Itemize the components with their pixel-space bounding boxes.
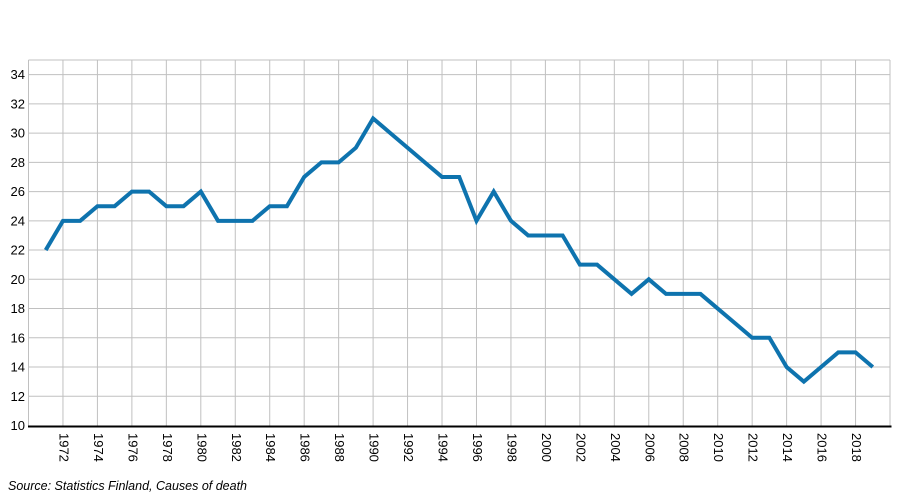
x-tick-label: 1998 — [504, 433, 519, 462]
x-tick-label: 2002 — [573, 433, 588, 462]
y-tick-label: 20 — [11, 272, 25, 287]
y-tick-label: 10 — [11, 418, 25, 433]
x-tick-label: 1984 — [263, 433, 278, 462]
x-tick-label: 2004 — [608, 433, 623, 462]
x-tick-label: 1974 — [91, 433, 106, 462]
x-tick-label: 1996 — [470, 433, 485, 462]
y-tick-label: 30 — [11, 126, 25, 141]
x-tick-label: 2000 — [539, 433, 554, 462]
x-tick-label: 1994 — [436, 433, 451, 462]
y-tick-label: 28 — [11, 155, 25, 170]
y-tick-label: 24 — [11, 213, 25, 228]
x-tick-label: 1972 — [56, 433, 71, 462]
x-tick-label: 1982 — [229, 433, 244, 462]
y-tick-label: 26 — [11, 184, 25, 199]
x-tick-label: 2014 — [780, 433, 795, 462]
data-series-line — [44, 115, 875, 385]
y-tick-label: 34 — [11, 67, 25, 82]
x-tick-label: 1990 — [367, 433, 382, 462]
x-tick-label: 2016 — [815, 433, 830, 462]
y-tick-label: 14 — [11, 360, 25, 375]
x-tick-label: 1986 — [298, 433, 313, 462]
x-tick-label: 1988 — [332, 433, 347, 462]
y-tick-label: 16 — [11, 330, 25, 345]
y-tick-label: 12 — [11, 389, 25, 404]
x-tick-label: 1992 — [401, 433, 416, 462]
x-tick-label: 1980 — [194, 433, 209, 462]
x-tick-label: 2012 — [746, 433, 761, 462]
y-tick-label: 22 — [11, 243, 25, 258]
y-tick-label: 32 — [11, 96, 25, 111]
x-tick-label: 2006 — [642, 433, 657, 462]
x-tick-label: 2018 — [849, 433, 864, 462]
x-tick-label: 2010 — [711, 433, 726, 462]
x-tick-label: 1976 — [125, 433, 140, 462]
x-tick-label: 2008 — [677, 433, 692, 462]
y-tick-label: 18 — [11, 301, 25, 316]
source-note: Source: Statistics Finland, Causes of de… — [8, 479, 248, 493]
x-tick-label: 1978 — [160, 433, 175, 462]
